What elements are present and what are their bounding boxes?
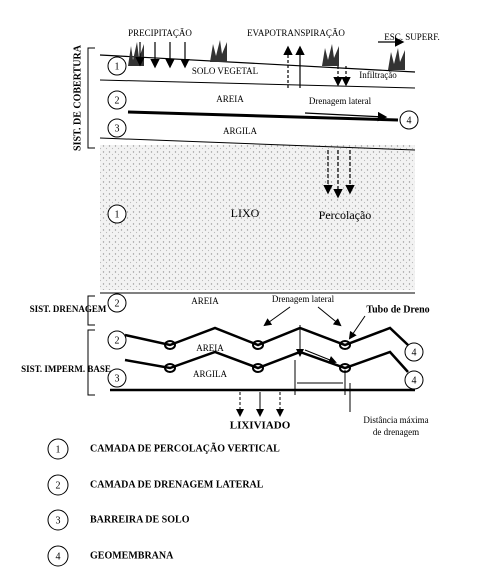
legend-number: 4 xyxy=(56,551,61,562)
marker: 2 xyxy=(115,335,120,346)
marker: 2 xyxy=(115,298,120,309)
legend-number: 3 xyxy=(56,515,61,526)
label: LIXO xyxy=(231,206,260,220)
section-label: SIST. IMPERM. BASE xyxy=(21,364,111,374)
label: AREIA xyxy=(196,343,224,353)
section-label: SIST. DE COBERTURA xyxy=(72,44,83,151)
base-layers xyxy=(87,292,415,417)
label: Tubo de Dreno xyxy=(366,304,429,315)
label: Drenagem lateral xyxy=(309,96,372,106)
label: Drenagem lateral xyxy=(272,294,335,304)
section-label: SIST. DRENAGEM xyxy=(30,304,107,314)
label: PRECIPITAÇÃO xyxy=(128,28,192,38)
legend: 1 CAMADA DE PERCOLAÇÃO VERTICAL 2 CAMADA… xyxy=(56,442,281,562)
label: LIXIVIADO xyxy=(230,420,291,432)
label: AREIA xyxy=(216,94,244,104)
label: SOLO VEGETAL xyxy=(192,66,258,76)
label: de drenagem xyxy=(373,427,419,437)
label: Distância máxima xyxy=(363,415,428,425)
label: ARGILA xyxy=(223,126,257,136)
legend-text: GEOMEMBRANA xyxy=(90,550,174,561)
legend-number: 1 xyxy=(56,444,61,455)
legend-number: 2 xyxy=(56,480,61,491)
label: AREIA xyxy=(191,296,219,306)
marker-circles xyxy=(47,56,424,567)
flow-arrows xyxy=(135,37,405,199)
cover-layers xyxy=(87,47,416,151)
label: Infiltração xyxy=(359,70,397,80)
marker: 3 xyxy=(115,373,120,384)
label: ESC. SUPERF. xyxy=(384,32,440,42)
label: EVAPOTRANSPIRAÇÃO xyxy=(247,28,345,38)
waste-fill xyxy=(100,145,415,290)
marker: 4 xyxy=(407,115,412,126)
legend-text: BARREIRA DE SOLO xyxy=(90,514,190,525)
label: Percolação xyxy=(319,208,372,222)
legend-text: CAMADA DE DRENAGEM LATERAL xyxy=(90,479,264,490)
marker: 3 xyxy=(115,123,120,134)
marker: 1 xyxy=(115,209,120,220)
marker: 2 xyxy=(115,95,120,106)
marker: 4 xyxy=(412,375,417,386)
legend-text: CAMADA DE PERCOLAÇÃO VERTICAL xyxy=(90,442,280,454)
label: ARGILA xyxy=(193,369,227,379)
marker: 1 xyxy=(115,61,120,72)
marker: 4 xyxy=(412,347,417,358)
